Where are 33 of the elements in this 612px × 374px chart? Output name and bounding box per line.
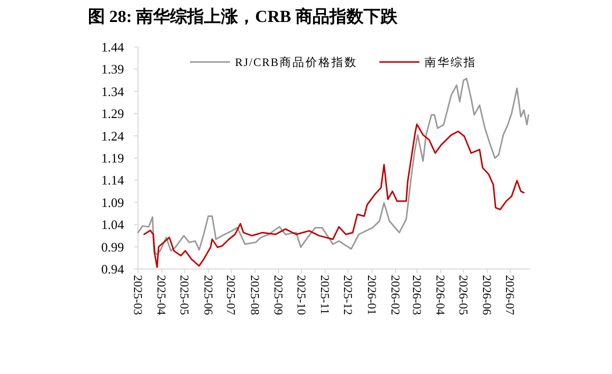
- x-tick-label: 2025-08: [248, 275, 262, 315]
- x-tick-label: 2025-06: [201, 275, 216, 315]
- y-tick-label: 1.24: [101, 128, 124, 144]
- y-tick-label: 1.44: [101, 40, 124, 54]
- legend-label: RJ/CRB商品价格指数: [235, 55, 358, 69]
- x-tick-label: 2025-07: [224, 275, 238, 315]
- y-tick-label: 1.29: [101, 106, 124, 122]
- x-tick-label: 2026-07: [503, 275, 518, 315]
- x-tick-label: 2025-09: [272, 275, 286, 315]
- y-tick-label: 0.94: [101, 262, 124, 276]
- x-tick-label: 2026-05: [456, 275, 471, 315]
- x-tick-label: 2026-01: [364, 275, 379, 315]
- x-tick-label: 2025-04: [154, 275, 169, 315]
- x-tick-label: 2025-10: [294, 275, 309, 315]
- x-tick-label: 2025-05: [178, 275, 192, 315]
- y-tick-label: 1.34: [101, 84, 124, 99]
- legend-label: 南华综指: [424, 55, 476, 69]
- y-tick-label: 1.19: [101, 150, 124, 166]
- x-tick-label: 2026-06: [480, 275, 494, 315]
- x-tick-label: 2025-03: [131, 275, 145, 315]
- chart-title: 图 28: 南华综指上涨，CRB 商品指数下跌: [88, 7, 398, 26]
- x-tick-label: 2026-03: [410, 275, 424, 315]
- x-tick-label: 2025-11: [318, 275, 332, 315]
- x-tick-label: 2026-02: [388, 275, 403, 315]
- y-tick-label: 1.39: [101, 62, 124, 77]
- y-tick-label: 0.99: [101, 239, 124, 254]
- y-tick-label: 1.09: [101, 194, 124, 210]
- line-series: [137, 78, 530, 256]
- y-tick-label: 1.04: [101, 217, 124, 232]
- line-series: [143, 124, 525, 268]
- y-tick-label: 1.14: [101, 172, 124, 188]
- x-tick-label: 2025-12: [341, 275, 356, 315]
- x-tick-label: 2026-04: [434, 275, 448, 315]
